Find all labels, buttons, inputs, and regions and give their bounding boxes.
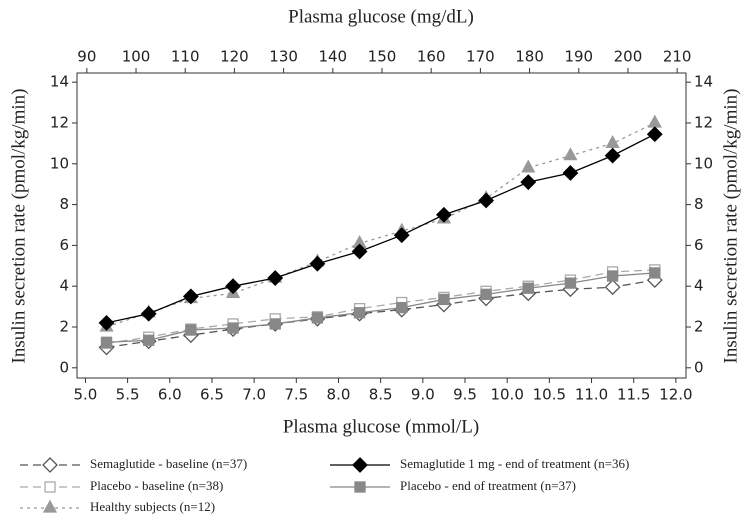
x2-tick-label: 140 [318, 48, 347, 66]
marker [522, 282, 534, 294]
legend-label: Semaglutide 1 mg - end of treatment (n=3… [400, 456, 629, 471]
y2-tick-label: 4 [694, 277, 704, 295]
marker [480, 288, 492, 301]
y2-tick-label: 2 [694, 317, 704, 335]
x2-tick-label: 210 [663, 48, 692, 66]
marker [438, 293, 450, 306]
x2-tick-label: 150 [368, 48, 397, 66]
marker [354, 481, 366, 493]
x-tick-label: 8.5 [369, 386, 393, 404]
marker [311, 312, 324, 324]
x-tick-label: 11.5 [617, 386, 650, 404]
y-tick-label: 10 [50, 154, 69, 172]
legend-label: Healthy subjects (n=12) [90, 499, 215, 514]
x-tick-label: 10.5 [533, 386, 566, 404]
x-tick-label: 7.0 [242, 386, 266, 404]
y2-tick-label: 6 [694, 236, 704, 254]
y2-tick-label: 0 [694, 358, 704, 376]
y-axis-title: Insulin secretion rate (pmol/kg/min) [8, 89, 29, 364]
x-tick-label: 8.0 [327, 386, 351, 404]
marker [564, 277, 577, 289]
legend-label: Placebo - baseline (n=38) [90, 478, 223, 493]
x2-tick-label: 160 [417, 48, 446, 66]
marker [353, 307, 366, 319]
marker [647, 114, 662, 128]
marker [478, 192, 495, 209]
x2-tick-label: 110 [171, 48, 200, 66]
y-tick-label: 8 [59, 195, 69, 213]
series-line [106, 272, 655, 343]
marker [605, 135, 620, 149]
y-tick-label: 6 [59, 236, 69, 254]
x2-tick-label: 170 [466, 48, 495, 66]
series-line [106, 133, 656, 324]
x-tick-label: 5.5 [116, 386, 140, 404]
marker [520, 174, 537, 191]
marker [100, 336, 113, 348]
marker [352, 457, 368, 473]
y2-tick-label: 8 [694, 195, 704, 213]
y-tick-label: 4 [59, 277, 69, 295]
x-tick-label: 9.5 [453, 386, 477, 404]
marker [42, 499, 58, 513]
legend-label: Placebo - end of treatment (n=37) [400, 478, 576, 493]
x-tick-label: 5.0 [74, 386, 98, 404]
marker [182, 288, 199, 305]
x2-tick-label: 200 [614, 48, 643, 66]
marker [140, 305, 157, 322]
x-tick-label: 7.5 [284, 386, 308, 404]
x-axis-title: Plasma glucose (mmol/L) [283, 416, 479, 437]
marker [393, 227, 410, 244]
marker [269, 318, 281, 330]
marker [604, 147, 621, 164]
marker [649, 267, 661, 279]
y-tick-label: 2 [59, 317, 69, 335]
marker [309, 255, 326, 272]
y2-tick-label: 12 [694, 113, 713, 131]
y-tick-label: 14 [50, 73, 69, 91]
marker [563, 147, 578, 161]
marker [143, 334, 155, 346]
y2-axis-title: Insulin secretion rate (pmol/kg/min) [720, 89, 741, 364]
y-tick-label: 0 [59, 358, 69, 376]
marker [185, 324, 197, 336]
x2-tick-label: 90 [77, 48, 96, 66]
marker [562, 165, 579, 181]
marker [98, 314, 115, 331]
y-tick-label: 12 [50, 113, 69, 131]
x-tick-label: 11.0 [575, 386, 608, 404]
marker [396, 301, 408, 314]
x2-tick-label: 190 [564, 48, 593, 66]
x2-tick-label: 120 [220, 48, 249, 66]
marker [604, 279, 621, 296]
x-tick-label: 6.0 [158, 386, 182, 404]
plot-frame [76, 72, 687, 379]
x-tick-label: 6.5 [200, 386, 224, 404]
marker [44, 481, 56, 493]
marker [351, 243, 368, 260]
x2-axis-title: Plasma glucose (mg/dL) [288, 6, 474, 27]
series-line [106, 269, 655, 344]
x-tick-label: 9.0 [411, 386, 435, 404]
legend-label: Semaglutide - baseline (n=37) [90, 456, 247, 471]
x2-tick-label: 180 [515, 48, 544, 66]
marker [42, 457, 58, 473]
x2-tick-label: 100 [122, 48, 151, 66]
y2-tick-label: 14 [694, 73, 713, 91]
marker [227, 322, 239, 334]
x-tick-label: 12.0 [659, 386, 692, 404]
marker [606, 270, 619, 282]
series-line [106, 122, 656, 328]
marker [435, 206, 452, 223]
marker [646, 126, 663, 143]
marker [521, 159, 536, 173]
x2-tick-label: 130 [269, 48, 298, 66]
x-tick-label: 10.0 [490, 386, 523, 404]
marker [267, 270, 284, 286]
y2-tick-label: 10 [694, 154, 713, 172]
marker [225, 278, 241, 295]
